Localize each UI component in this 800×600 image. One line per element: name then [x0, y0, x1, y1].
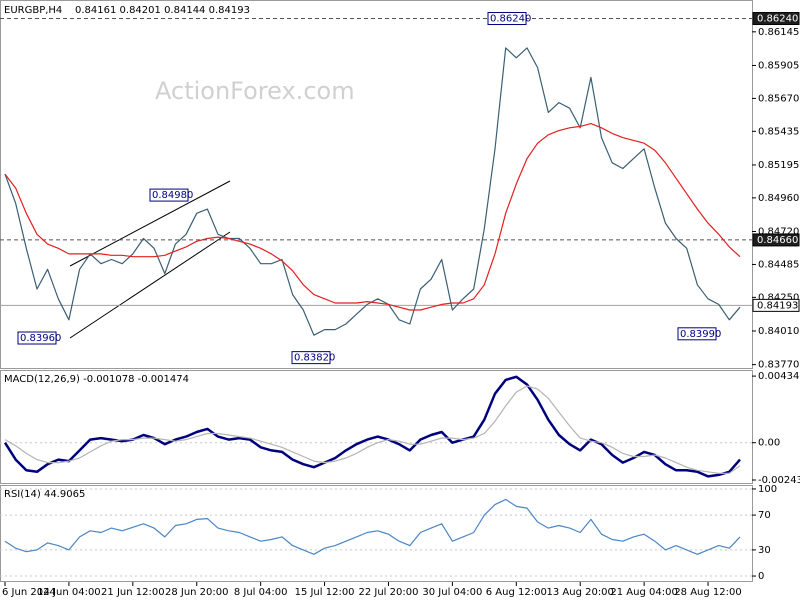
macd-panel [0, 370, 753, 484]
y-tick-label: 0.85905 [758, 60, 799, 71]
annotation-box [149, 188, 189, 202]
macd-title: MACD(12,26,9) -0.001078 -0.001474 [4, 374, 189, 385]
x-tick-label: 6 Aug 12:00 [486, 587, 547, 598]
series-line [4, 385, 741, 474]
y-tick-label: 0.85195 [758, 160, 799, 171]
y-tick-label: 0.85670 [758, 93, 799, 104]
ohlc-values: 0.84161 0.84201 0.84144 0.84193 [75, 5, 250, 16]
price-box [752, 12, 800, 26]
price-box [752, 233, 800, 247]
annotation-label: 0.83820 [294, 353, 335, 364]
rsi-panel [0, 485, 753, 582]
y-tick-label: 30 [758, 545, 771, 556]
x-tick-label: 8 Jul 04:00 [234, 587, 288, 598]
y-tick-label: 0.84960 [758, 193, 799, 204]
annotation-box [17, 331, 57, 345]
price-box-label: 0.86240 [757, 14, 798, 25]
y-tick-label: 0.00 [758, 438, 780, 449]
x-tick-label: 30 Jul 04:00 [422, 587, 482, 598]
x-tick-label: 13 Aug 20:00 [546, 587, 613, 598]
x-tick-label: 28 Aug 12:00 [674, 587, 741, 598]
series-line [3, 375, 741, 478]
y-tick-label: 0 [758, 571, 764, 582]
x-tick-label: 6 Jun 2024 [2, 587, 56, 598]
price-box-label: 0.84193 [757, 300, 798, 311]
x-tick-label: 14 Jun 04:00 [37, 587, 101, 598]
annotation-label: 0.84980 [152, 190, 193, 201]
x-tick-label: 15 Jul 12:00 [295, 587, 355, 598]
x-tick-label: 21 Jun 12:00 [101, 587, 165, 598]
price-box-label: 0.84660 [757, 235, 798, 246]
symbol-title: EURGBP,H4 [4, 5, 62, 16]
channel-line [69, 231, 231, 339]
y-tick-label: 0.84250 [758, 292, 799, 303]
annotation-label: 0.86240 [490, 14, 531, 25]
x-tick-label: 28 Jun 20:00 [165, 587, 229, 598]
rsi-title: RSI(14) 44.9065 [4, 489, 85, 500]
price-panel [0, 0, 753, 369]
series-line [4, 122, 741, 311]
y-tick-label: 70 [758, 510, 771, 521]
annotation-label: 0.83960 [20, 333, 61, 344]
x-tick-label: 21 Aug 04:00 [610, 587, 677, 598]
channel-line [69, 180, 231, 267]
annotation-box [487, 12, 527, 26]
series-line [4, 498, 741, 555]
y-tick-label: 0.83770 [758, 360, 799, 371]
x-tick-label: 22 Jul 20:00 [358, 587, 418, 598]
y-tick-label: 100 [758, 484, 777, 495]
annotation-box [677, 327, 717, 341]
series-line [4, 47, 741, 336]
annotation-label: 0.83990 [680, 329, 721, 340]
y-tick-label: 0.84720 [758, 227, 799, 238]
y-tick-label: 0.85435 [758, 126, 799, 137]
annotation-box [291, 351, 331, 365]
price-box [752, 298, 800, 312]
y-tick-label: 0.86145 [758, 27, 799, 38]
y-tick-label: 0.84485 [758, 259, 799, 270]
watermark: ActionForex.com [155, 77, 355, 105]
y-tick-label: -0.002434 [758, 475, 800, 486]
y-tick-label: 0.84010 [758, 326, 799, 337]
y-tick-label: 0.004347 [758, 371, 800, 382]
